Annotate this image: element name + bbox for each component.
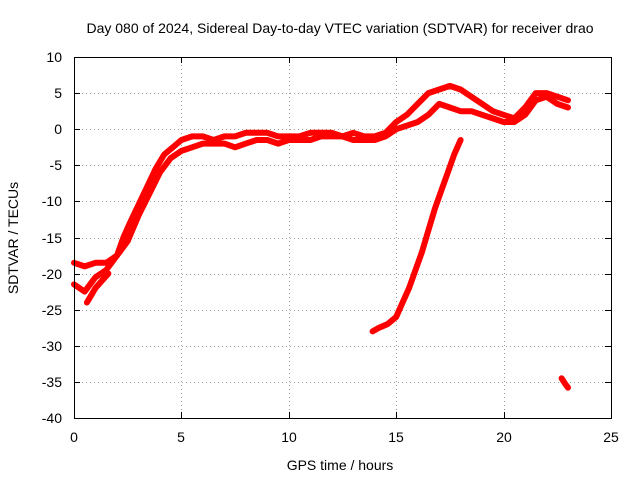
y-tick-label: -15 [42, 230, 62, 246]
x-axis-label: GPS time / hours [287, 457, 394, 473]
x-tick-label: 25 [603, 429, 619, 445]
grid [74, 57, 611, 418]
x-tick-label: 0 [70, 429, 78, 445]
y-tick-label: -25 [42, 302, 62, 318]
y-tick-label: -10 [42, 193, 62, 209]
ticks: 0 5 10 15 20 25 -40 -35 -30 -25 -20 -15 -10 -5 0 5 10 [42, 49, 619, 445]
y-tick-label: -5 [50, 157, 63, 173]
y-tick-label: -40 [42, 410, 62, 426]
series-line-main-lower [71, 93, 571, 295]
y-tick-label: -30 [42, 338, 62, 354]
x-tick-label: 20 [496, 429, 512, 445]
x-tick-label: 15 [388, 429, 404, 445]
x-tick-label: 10 [281, 429, 297, 445]
x-tick-label: 5 [177, 429, 185, 445]
y-tick-label: 0 [54, 121, 62, 137]
y-tick-label: -20 [42, 266, 62, 282]
series-line-rising-arc [369, 137, 464, 335]
y-axis-label: SDTVAR / TECUs [5, 182, 21, 294]
series-line-late-fragment [558, 375, 571, 391]
chart-title: Day 080 of 2024, Sidereal Day-to-day VTE… [86, 20, 593, 36]
series-line-main-upper [71, 82, 571, 270]
y-tick-label: 10 [46, 49, 62, 65]
y-tick-label: -35 [42, 374, 62, 390]
series-layer [71, 82, 571, 391]
y-tick-label: 5 [54, 85, 62, 101]
series-line-early-dip [83, 270, 112, 306]
